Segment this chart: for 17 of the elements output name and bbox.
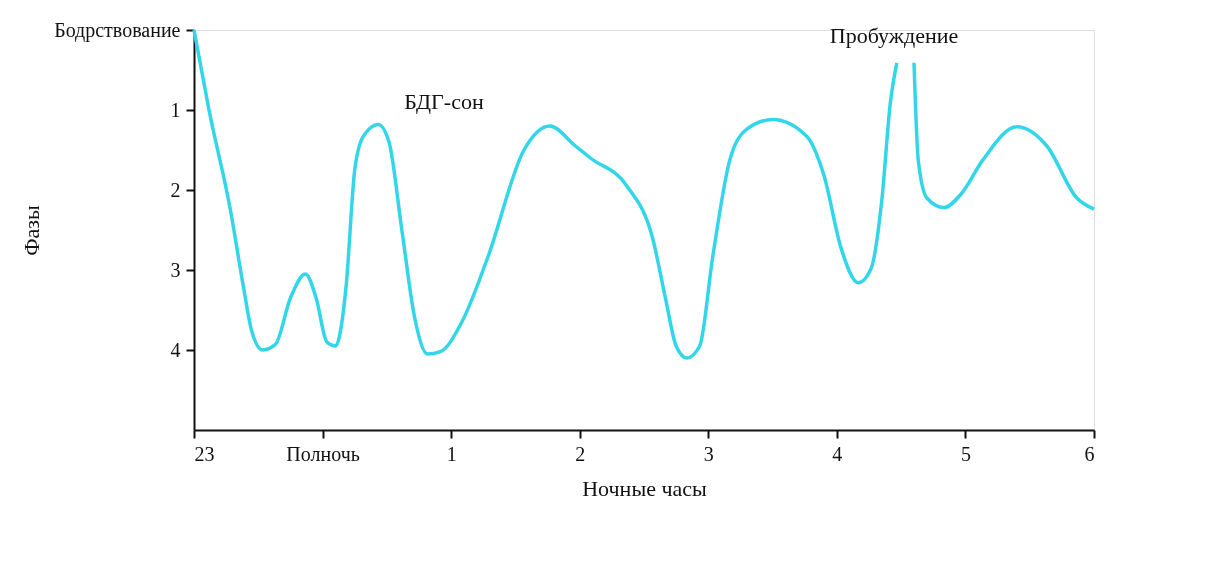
annotation: БДГ-сон	[404, 89, 484, 114]
y-tick-label: 1	[170, 98, 181, 121]
x-tick-label: 23	[194, 442, 215, 465]
x-tick-label: 4	[832, 442, 843, 465]
y-tick-label: 4	[170, 338, 181, 361]
x-tick-label: 5	[960, 442, 971, 465]
x-tick-label: 3	[703, 442, 714, 465]
y-tick-label: 2	[170, 178, 181, 201]
x-tick-label: 6	[1084, 442, 1095, 465]
x-tick-label: 2	[575, 442, 586, 465]
y-tick-label: 3	[170, 258, 181, 281]
y-axis-title: Фазы	[19, 204, 45, 256]
x-tick-label: 1	[446, 442, 457, 465]
annotation: Пробуждение	[829, 23, 959, 48]
x-tick-label: Полночь	[286, 442, 360, 465]
x-axis-title: Ночные часы	[582, 475, 708, 501]
y-tick-label: Бодрствование	[54, 18, 181, 42]
